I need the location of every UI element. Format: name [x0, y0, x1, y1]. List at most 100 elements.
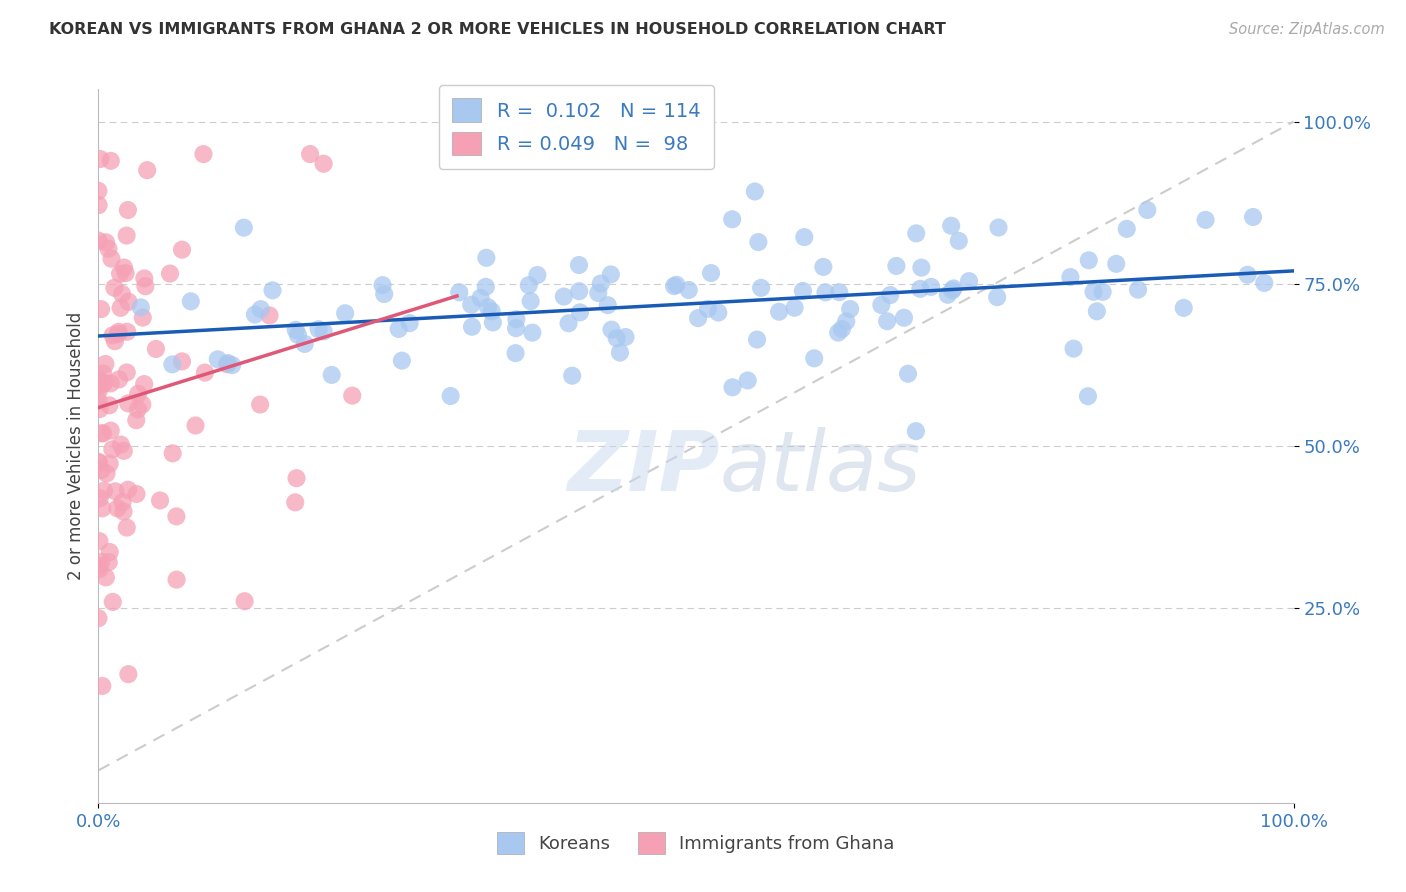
Point — [876, 314, 898, 328]
Point — [1241, 210, 1264, 224]
Point — [793, 230, 815, 244]
Point — [87, 611, 110, 625]
Point — [94, 357, 117, 371]
Point — [193, 147, 215, 161]
Point — [371, 278, 394, 293]
Point — [568, 284, 591, 298]
Point — [170, 243, 193, 257]
Point — [127, 386, 149, 401]
Point — [101, 328, 124, 343]
Point — [910, 260, 932, 275]
Point — [91, 679, 114, 693]
Point — [100, 252, 122, 266]
Point — [987, 220, 1010, 235]
Point — [87, 234, 110, 248]
Point — [449, 285, 471, 300]
Point — [87, 456, 110, 470]
Point — [117, 667, 139, 681]
Point — [1077, 253, 1099, 268]
Point — [342, 389, 364, 403]
Point — [108, 267, 131, 281]
Point — [599, 268, 621, 282]
Point — [388, 322, 411, 336]
Point — [100, 424, 122, 438]
Point — [828, 285, 851, 300]
Point — [100, 376, 122, 391]
Point — [149, 493, 172, 508]
Point — [107, 326, 129, 341]
Point — [697, 301, 720, 316]
Point — [745, 333, 768, 347]
Point — [145, 342, 167, 356]
Point — [87, 184, 110, 198]
Point — [131, 397, 153, 411]
Point — [941, 219, 963, 233]
Point — [600, 323, 623, 337]
Text: ZIP: ZIP — [567, 427, 720, 508]
Point — [586, 285, 609, 300]
Point — [814, 285, 837, 300]
Point — [749, 281, 772, 295]
Point — [614, 330, 637, 344]
Point — [460, 298, 482, 312]
Point — [439, 389, 461, 403]
Point — [217, 356, 239, 370]
Point — [134, 377, 156, 392]
Point — [91, 377, 114, 392]
Point — [665, 277, 688, 292]
Point — [98, 545, 121, 559]
Point — [721, 380, 744, 394]
Point — [87, 455, 110, 469]
Point — [159, 267, 181, 281]
Point — [114, 266, 136, 280]
Point — [87, 198, 110, 212]
Point — [284, 495, 307, 509]
Point — [678, 283, 700, 297]
Point — [134, 279, 156, 293]
Point — [461, 319, 484, 334]
Point — [299, 147, 322, 161]
Point — [526, 268, 548, 282]
Point — [221, 358, 243, 372]
Point — [170, 354, 193, 368]
Point — [474, 280, 496, 294]
Point — [920, 280, 942, 294]
Point — [103, 281, 125, 295]
Point — [93, 376, 115, 391]
Point — [93, 483, 115, 498]
Point — [100, 153, 122, 168]
Point — [897, 367, 920, 381]
Text: KOREAN VS IMMIGRANTS FROM GHANA 2 OR MORE VEHICLES IN HOUSEHOLD CORRELATION CHAR: KOREAN VS IMMIGRANTS FROM GHANA 2 OR MOR… — [49, 22, 946, 37]
Point — [477, 300, 499, 314]
Point — [589, 277, 612, 291]
Point — [1063, 342, 1085, 356]
Point — [904, 424, 927, 438]
Point — [108, 372, 131, 386]
Point — [115, 366, 138, 380]
Point — [90, 463, 112, 477]
Point — [115, 520, 138, 534]
Point — [879, 288, 901, 302]
Point — [194, 366, 217, 380]
Point — [262, 284, 284, 298]
Point — [936, 287, 959, 301]
Point — [470, 291, 492, 305]
Point — [91, 367, 114, 381]
Point — [87, 394, 110, 409]
Point — [97, 242, 120, 256]
Point — [744, 185, 766, 199]
Point — [505, 312, 527, 326]
Y-axis label: 2 or more Vehicles in Household: 2 or more Vehicles in Household — [66, 312, 84, 580]
Point — [662, 279, 685, 293]
Point — [117, 483, 139, 497]
Point — [1077, 389, 1099, 403]
Point — [948, 234, 970, 248]
Point — [986, 290, 1008, 304]
Point — [232, 220, 254, 235]
Point — [98, 457, 121, 471]
Point — [505, 321, 527, 335]
Point — [104, 484, 127, 499]
Point — [792, 284, 814, 298]
Point — [373, 287, 395, 301]
Point — [98, 398, 121, 412]
